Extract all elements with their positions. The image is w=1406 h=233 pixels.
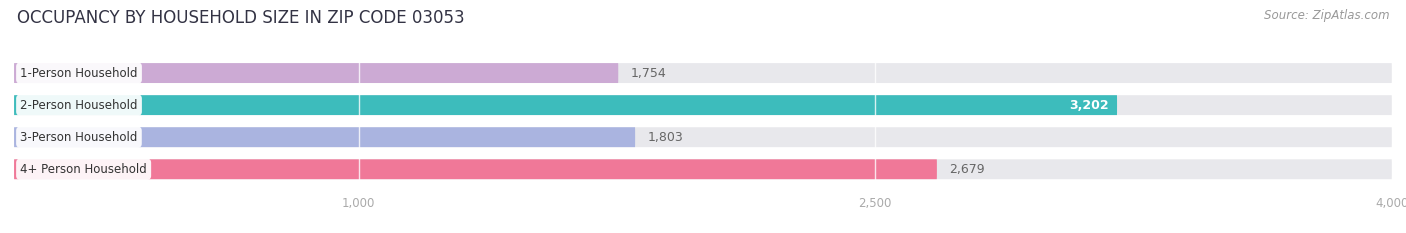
Text: 2,679: 2,679 xyxy=(949,163,984,176)
Text: Source: ZipAtlas.com: Source: ZipAtlas.com xyxy=(1264,9,1389,22)
FancyBboxPatch shape xyxy=(14,95,1116,115)
FancyBboxPatch shape xyxy=(14,127,1392,147)
Text: 3,202: 3,202 xyxy=(1069,99,1108,112)
FancyBboxPatch shape xyxy=(14,63,1392,83)
Text: 1,803: 1,803 xyxy=(647,131,683,144)
FancyBboxPatch shape xyxy=(14,63,619,83)
Text: 4+ Person Household: 4+ Person Household xyxy=(20,163,148,176)
Text: 3-Person Household: 3-Person Household xyxy=(20,131,138,144)
FancyBboxPatch shape xyxy=(14,127,636,147)
Text: 1-Person Household: 1-Person Household xyxy=(20,67,138,79)
FancyBboxPatch shape xyxy=(14,95,1392,115)
FancyBboxPatch shape xyxy=(14,159,1392,179)
Text: 1,754: 1,754 xyxy=(630,67,666,79)
FancyBboxPatch shape xyxy=(14,159,936,179)
Text: OCCUPANCY BY HOUSEHOLD SIZE IN ZIP CODE 03053: OCCUPANCY BY HOUSEHOLD SIZE IN ZIP CODE … xyxy=(17,9,464,27)
Text: 2-Person Household: 2-Person Household xyxy=(20,99,138,112)
